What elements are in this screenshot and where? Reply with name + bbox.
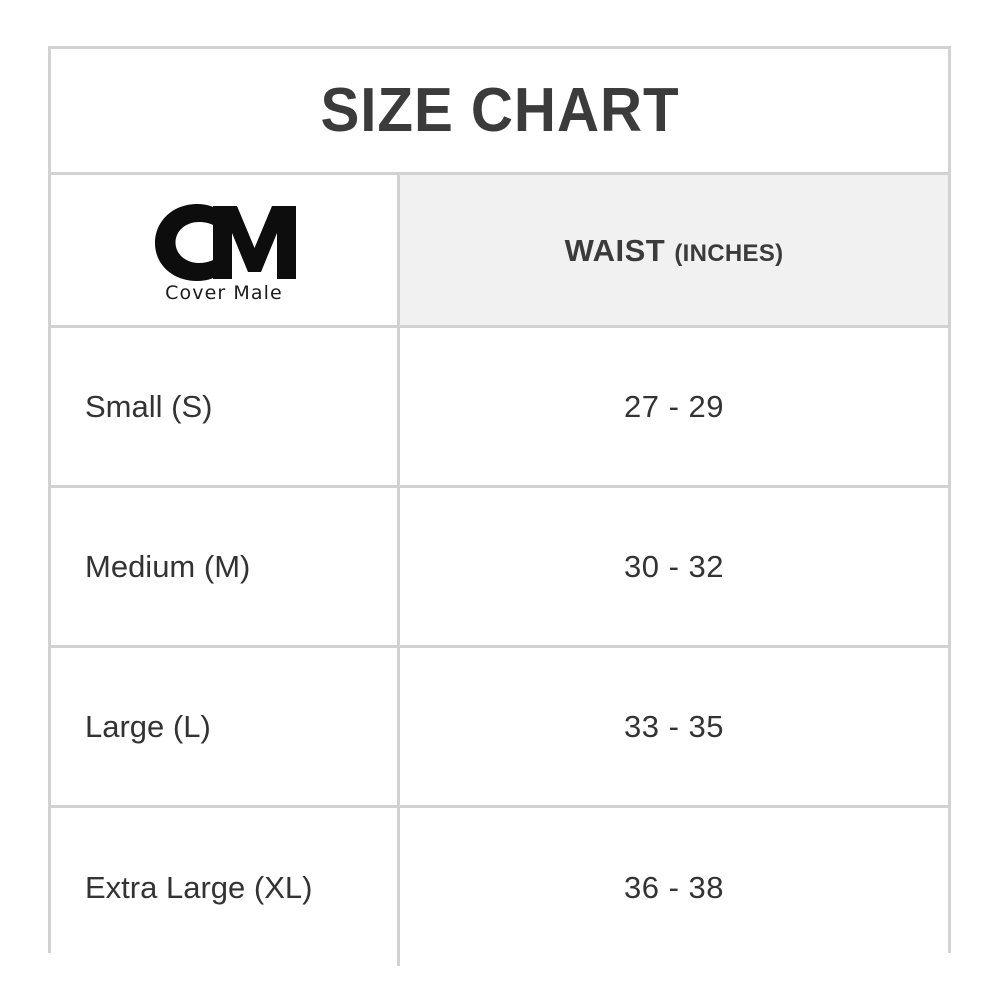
- waist-value-cell: 33 - 35: [400, 648, 948, 805]
- brand-logo: Cover Male: [149, 202, 299, 303]
- brand-logo-cell: Cover Male: [51, 175, 400, 325]
- size-label-cell: Small (S): [51, 328, 400, 485]
- waist-value: 27 - 29: [623, 389, 724, 424]
- waist-value-cell: 30 - 32: [400, 488, 948, 645]
- column-header-waist-unit: (INCHES): [674, 239, 784, 267]
- size-label: Extra Large (XL): [85, 869, 313, 905]
- size-chart-table: SIZE CHART Cover Male: [48, 46, 951, 966]
- size-label: Medium (M): [85, 549, 251, 584]
- table-row: Small (S) 27 - 29: [51, 328, 948, 488]
- cm-monogram-icon: [155, 203, 296, 281]
- size-label: Small (S): [85, 389, 213, 424]
- column-header-waist: WAIST (INCHES): [400, 175, 948, 325]
- table-row: Large (L) 33 - 35: [51, 648, 948, 808]
- brand-name: Cover Male: [165, 281, 283, 304]
- size-label-cell: Extra Large (XL): [51, 808, 400, 966]
- column-header-waist-text: WAIST (INCHES): [565, 235, 784, 266]
- size-label-cell: Large (L): [51, 648, 400, 805]
- waist-value-cell: 36 - 38: [400, 808, 948, 966]
- table-row: Extra Large (XL) 36 - 38: [51, 808, 948, 966]
- size-label: Large (L): [85, 709, 211, 744]
- table-title-row: SIZE CHART: [51, 49, 948, 175]
- size-label-cell: Medium (M): [51, 488, 400, 645]
- page-title: SIZE CHART: [319, 75, 680, 145]
- table-row: Medium (M) 30 - 32: [51, 488, 948, 648]
- waist-value: 30 - 32: [623, 549, 724, 584]
- waist-value: 36 - 38: [623, 869, 724, 905]
- waist-value: 33 - 35: [623, 709, 724, 744]
- column-header-waist-label: WAIST: [564, 232, 666, 268]
- table-header-row: Cover Male WAIST (INCHES): [51, 175, 948, 328]
- waist-value-cell: 27 - 29: [400, 328, 948, 485]
